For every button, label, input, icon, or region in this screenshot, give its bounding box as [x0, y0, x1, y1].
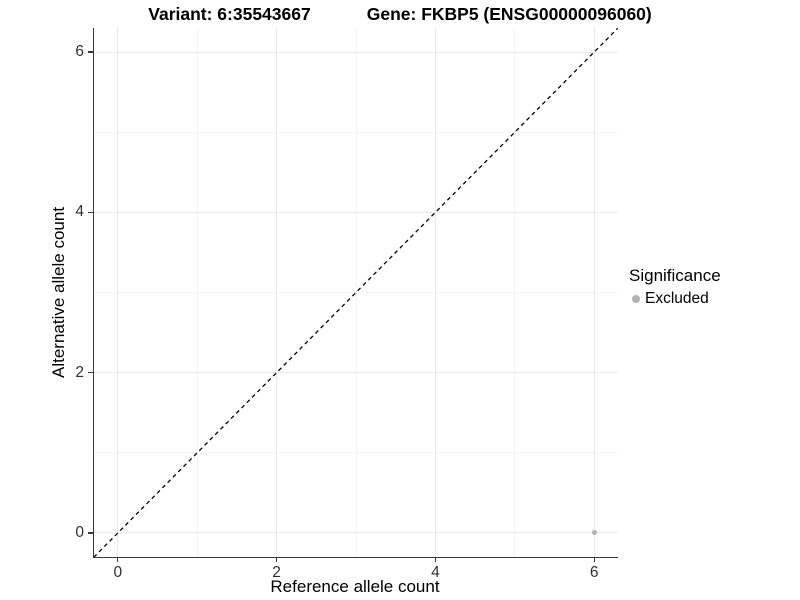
y-major-gridline [94, 211, 618, 213]
x-tick-mark [593, 557, 595, 562]
x-tick-mark [434, 557, 436, 562]
x-tick-label: 0 [113, 564, 123, 581]
x-major-gridline [276, 28, 278, 557]
x-major-gridline [117, 28, 119, 557]
y-tick-label: 6 [75, 43, 84, 61]
y-tick-mark [87, 372, 93, 374]
y-tick-label: 0 [75, 523, 84, 541]
chart-title-variant: Variant: 6:35543667 [148, 4, 311, 24]
x-tick-mark [117, 557, 119, 562]
legend-item-excluded: Excluded [629, 290, 797, 308]
y-axis-label: Alternative allele count [49, 206, 68, 379]
x-tick-label: 6 [589, 564, 599, 581]
legend-item-label: Excluded [645, 290, 709, 307]
identity-dashed-line [94, 28, 618, 557]
y-minor-gridline [94, 452, 618, 454]
plot-panel: 0 2 4 6 0 2 4 6 [75, 28, 618, 581]
data-point [591, 530, 597, 536]
y-tick-label: 2 [75, 363, 84, 381]
y-tick-mark [87, 211, 93, 213]
y-tick-mark [87, 51, 93, 53]
legend: Significance Excluded [629, 266, 797, 308]
x-tick-mark [276, 557, 278, 562]
chart-title-gene: Gene: FKBP5 (ENSG00000096060) [366, 4, 652, 24]
x-major-gridline [593, 28, 595, 557]
y-major-gridline [94, 532, 618, 534]
y-tick-mark [87, 532, 93, 534]
x-tick-label: 4 [431, 564, 440, 581]
y-tick-label: 4 [75, 203, 84, 221]
legend-marker-dot-icon [632, 295, 640, 303]
y-major-gridline [94, 51, 618, 53]
y-minor-gridline [94, 131, 618, 133]
y-major-gridline [94, 372, 618, 374]
x-major-gridline [434, 28, 436, 557]
x-axis-label: Reference allele count [270, 577, 440, 596]
chart-title: Variant: 6:35543667 Gene: FKBP5 (ENSG000… [0, 4, 800, 25]
x-tick-label: 2 [272, 564, 281, 581]
y-minor-gridline [94, 292, 618, 293]
legend-title: Significance [629, 266, 721, 285]
